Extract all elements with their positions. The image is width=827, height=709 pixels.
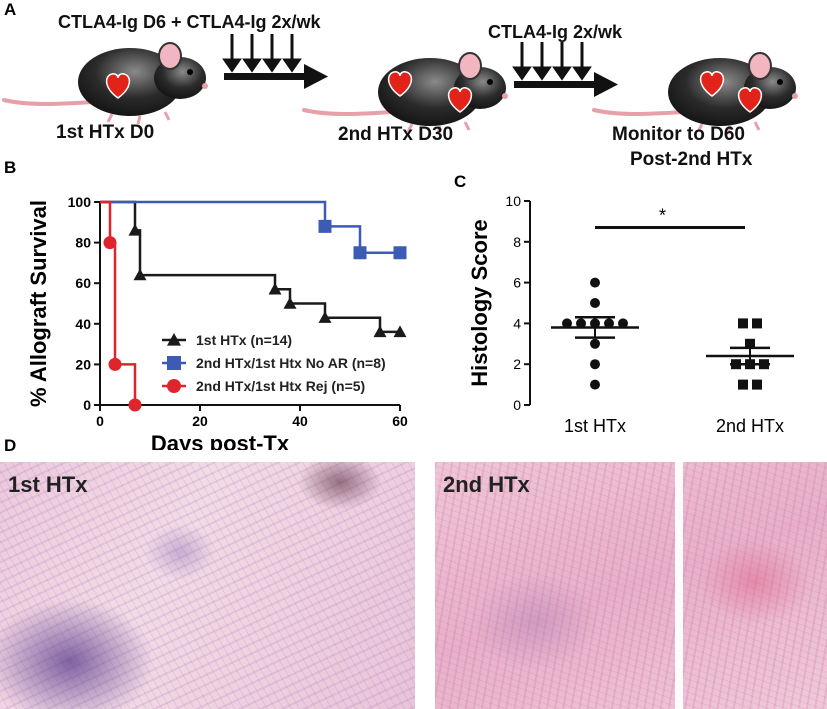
x-tick-label: 60 — [392, 413, 408, 429]
y-tick-label: 0 — [513, 397, 521, 413]
caption-first-htx: 1st HTx D0 — [56, 122, 155, 143]
histology-chart: 0 2 4 6 8 10 Histology Score 1st HTx 2nd HTx * — [467, 193, 794, 436]
treatment-label-1: CTLA4-Ig D6 + CTLA4-Ig 2x/wk — [58, 12, 321, 32]
y-tick-label: 8 — [513, 234, 521, 250]
legend-label-1: 2nd HTx/1st Htx No AR (n=8) — [196, 355, 386, 371]
panel-a-letter: A — [4, 0, 17, 19]
data-point — [752, 379, 762, 390]
data-point — [604, 318, 614, 329]
y-tick-label: 40 — [75, 316, 91, 332]
data-point — [393, 246, 407, 260]
heart-icon — [699, 71, 725, 97]
mouse-2-illustration — [302, 52, 508, 135]
legend-marker-1 — [167, 356, 181, 370]
mouse-3-illustration — [592, 52, 798, 135]
legend-marker-2 — [167, 379, 181, 393]
x-axis-title: Days post-Tx — [151, 431, 290, 450]
injection-arrows-2 — [512, 42, 618, 97]
x-tick-label: 40 — [292, 413, 308, 429]
data-point — [108, 357, 122, 371]
data-point — [318, 219, 332, 233]
data-point — [283, 297, 297, 309]
heart-icon — [447, 87, 473, 113]
data-point — [373, 325, 387, 338]
data-point — [590, 298, 600, 308]
heart-icon — [105, 73, 131, 99]
data-point — [738, 379, 748, 390]
treatment-label-2: CTLA4-Ig 2x/wk — [488, 22, 623, 42]
data-point — [133, 268, 147, 281]
y-tick-label: 100 — [68, 194, 92, 210]
data-point — [318, 311, 332, 323]
series-line-2 — [100, 200, 137, 405]
data-point — [128, 223, 142, 236]
series-line-1 — [100, 200, 400, 254]
caption-monitor-line2: Post-2nd HTx — [630, 149, 753, 170]
data-point — [745, 338, 755, 349]
data-point — [268, 282, 282, 295]
y-tick-label: 80 — [75, 235, 91, 251]
panel-d-letter: D — [4, 436, 17, 455]
histology-image-2nd-htx: 2nd HTx — [435, 462, 827, 709]
mouse-1-illustration — [2, 42, 208, 125]
data-point — [353, 246, 367, 260]
data-point — [103, 236, 117, 250]
y-tick-label: 60 — [75, 275, 91, 291]
survival-chart: 0 20 40 60 80 100 0 20 40 60 Days post-Tx % Allogra… — [26, 194, 408, 450]
heart-icon — [737, 87, 763, 113]
caption-second-htx: 2nd HTx D30 — [338, 124, 454, 145]
y-tick-label: 0 — [83, 397, 91, 413]
y-tick-label: 2 — [513, 356, 521, 372]
legend-label-0: 1st HTx (n=14) — [196, 332, 292, 348]
injection-arrows-1 — [222, 34, 328, 89]
panel-b-letter: B — [4, 158, 17, 177]
data-point — [576, 318, 586, 329]
y-axis-title: Histology Score — [467, 219, 492, 386]
data-point — [738, 318, 748, 329]
y-tick-label: 20 — [75, 356, 91, 372]
data-point — [393, 325, 407, 338]
data-point — [590, 379, 600, 390]
data-point — [562, 318, 572, 329]
histology-image-1st-htx: 1st HTx — [0, 462, 415, 709]
heart-icon — [387, 71, 413, 97]
x-tick-label: 0 — [96, 413, 104, 429]
histology-label-2nd-htx: 2nd HTx — [443, 472, 530, 497]
panel-c-letter: C — [454, 172, 467, 191]
x-tick-label: 20 — [192, 413, 208, 429]
legend-label-2: 2nd HTx/1st Htx Rej (n=5) — [196, 378, 365, 394]
y-tick-label: 10 — [505, 193, 521, 209]
data-point — [752, 318, 762, 329]
data-point — [618, 318, 628, 329]
significance-star: * — [659, 206, 666, 226]
y-axis-title: % Allograft Survival — [26, 200, 51, 407]
x-category-label: 1st HTx — [564, 416, 626, 436]
data-point — [128, 398, 142, 412]
caption-monitor-line1: Monitor to D60 — [612, 124, 745, 145]
legend-marker-0 — [167, 333, 181, 346]
data-point — [590, 338, 600, 349]
histology-label-1st-htx: 1st HTx — [8, 472, 88, 497]
data-point — [590, 277, 600, 288]
data-point — [590, 359, 600, 370]
y-tick-label: 4 — [513, 315, 521, 331]
y-tick-label: 6 — [513, 275, 521, 291]
series-line-0 — [100, 200, 400, 334]
x-category-label: 2nd HTx — [716, 416, 784, 436]
